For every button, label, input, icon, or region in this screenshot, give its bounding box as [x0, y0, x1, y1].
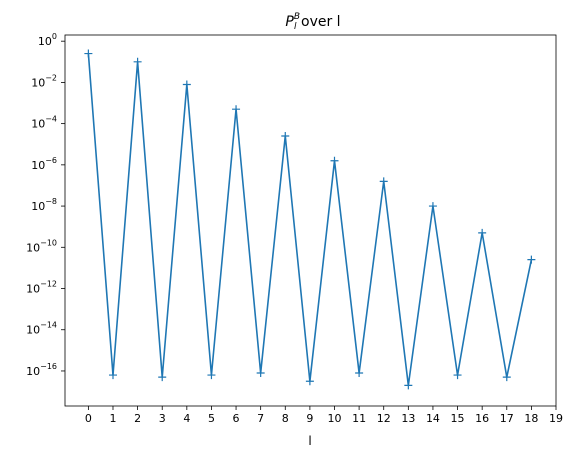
y-tick-label: 10−10	[26, 238, 57, 254]
title-subscript: l	[294, 22, 297, 32]
title-main: P	[285, 14, 294, 30]
axes-frame	[64, 34, 557, 407]
x-tick-label: 2	[134, 412, 141, 425]
x-tick-label: 17	[500, 412, 514, 425]
plot-area: 0 1 2 3 4 5 6 7 8 9 10 11 12 13 14 15 16 17 18 1910010−210−…	[26, 32, 563, 425]
title-superscript: B	[294, 12, 300, 22]
x-tick-label: 8	[282, 412, 289, 425]
data-point-marker	[207, 371, 216, 380]
x-tick-label: 18	[524, 412, 538, 425]
y-tick-label: 10−6	[31, 156, 57, 172]
x-tick-label: 15	[451, 412, 465, 425]
data-point-marker	[478, 228, 487, 237]
data-point-marker	[453, 371, 462, 380]
x-tick-label: 3	[159, 412, 166, 425]
y-tick-label: 100	[38, 32, 57, 48]
data-point-marker	[527, 255, 536, 264]
data-point-marker	[84, 49, 93, 58]
data-point-marker	[428, 202, 437, 211]
y-tick-label: 10−14	[26, 321, 57, 337]
y-tick-label: 10−12	[26, 280, 57, 296]
data-point-marker	[355, 369, 364, 378]
x-axis-label: l	[308, 434, 311, 448]
data-point-marker	[158, 373, 167, 382]
x-tick-label: 16	[475, 412, 489, 425]
data-point-marker	[133, 57, 142, 66]
title-rest: over l	[297, 14, 341, 30]
x-tick-label: 13	[401, 412, 415, 425]
data-point-marker	[108, 371, 117, 380]
data-point-marker	[281, 131, 290, 140]
data-point-marker	[379, 177, 388, 186]
x-tick-label: 12	[377, 412, 391, 425]
x-tick-label: 1	[109, 412, 116, 425]
data-point-marker	[232, 105, 241, 114]
x-tick-label: 14	[426, 412, 440, 425]
y-tick-label: 10−4	[31, 115, 57, 131]
y-tick-label: 10−2	[31, 73, 57, 89]
data-point-marker	[502, 373, 511, 382]
y-tick-label: 10−16	[26, 362, 57, 378]
x-tick-label: 10	[327, 412, 341, 425]
y-tick-label: 10−8	[31, 197, 57, 213]
x-tick-label: 0	[85, 412, 92, 425]
data-point-marker	[305, 377, 314, 386]
x-tick-label: 19	[549, 412, 563, 425]
data-point-marker	[404, 381, 413, 390]
x-tick-label: 7	[257, 412, 264, 425]
chart-title: PB l over l	[285, 12, 340, 32]
x-tick-label: 6	[233, 412, 240, 425]
x-tick-label: 11	[352, 412, 366, 425]
data-point-marker	[256, 369, 265, 378]
data-point-marker	[182, 80, 191, 89]
x-tick-label: 4	[183, 412, 190, 425]
x-tick-label: 9	[306, 412, 313, 425]
data-point-marker	[330, 156, 339, 165]
x-tick-label: 5	[208, 412, 215, 425]
